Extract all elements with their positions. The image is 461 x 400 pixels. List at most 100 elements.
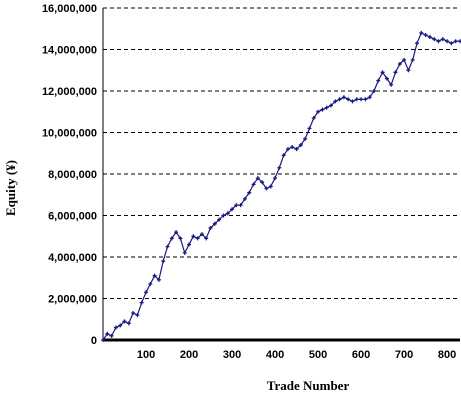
data-point xyxy=(324,105,329,110)
y-axis-title: Equity (¥) xyxy=(3,160,18,216)
data-point xyxy=(449,41,454,46)
data-point xyxy=(432,37,437,42)
data-point xyxy=(290,145,295,150)
data-point xyxy=(169,236,174,241)
data-point xyxy=(363,97,368,102)
data-point xyxy=(195,236,200,241)
x-tick-label: 500 xyxy=(309,349,327,361)
data-point xyxy=(273,176,278,181)
data-point xyxy=(148,281,153,286)
data-point xyxy=(384,76,389,81)
data-point xyxy=(161,259,166,264)
data-point xyxy=(376,78,381,83)
data-point xyxy=(221,213,226,218)
x-tick-label: 300 xyxy=(223,349,241,361)
data-point xyxy=(333,99,338,104)
data-point xyxy=(217,217,222,222)
data-point xyxy=(118,323,123,328)
data-point xyxy=(346,97,351,102)
data-point xyxy=(212,221,217,226)
data-point xyxy=(174,230,179,235)
data-point xyxy=(156,277,161,282)
data-point xyxy=(135,313,140,318)
equity-series xyxy=(101,30,461,342)
data-point xyxy=(178,236,183,241)
x-tick-label: 100 xyxy=(137,349,155,361)
data-point xyxy=(350,99,355,104)
y-tick-label: 4,000,000 xyxy=(48,252,97,264)
x-axis-ticks: 100 200 300 400 500 600 700 800 xyxy=(137,349,456,361)
data-point xyxy=(281,153,286,158)
y-tick-label: 6,000,000 xyxy=(48,211,97,223)
data-point xyxy=(199,232,204,237)
data-point xyxy=(341,95,346,100)
data-point xyxy=(277,165,282,170)
data-point xyxy=(337,97,342,102)
data-point xyxy=(144,290,149,295)
data-point xyxy=(294,147,299,152)
data-point xyxy=(260,180,265,185)
data-point xyxy=(406,68,411,73)
data-point xyxy=(126,321,131,326)
data-point xyxy=(397,62,402,67)
data-point xyxy=(251,182,256,187)
x-tick-label: 800 xyxy=(438,349,456,361)
x-tick-label: 200 xyxy=(180,349,198,361)
x-tick-label: 700 xyxy=(395,349,413,361)
data-point xyxy=(105,331,110,336)
data-point xyxy=(380,70,385,75)
data-point xyxy=(402,57,407,62)
data-point xyxy=(410,57,415,62)
data-point xyxy=(208,225,213,230)
data-point xyxy=(298,142,303,147)
data-point xyxy=(303,136,308,141)
x-tick-label: 400 xyxy=(266,349,284,361)
data-point xyxy=(230,207,235,212)
data-point xyxy=(285,147,290,152)
x-tick-label: 600 xyxy=(352,349,370,361)
grid-lines xyxy=(103,7,460,299)
equity-line xyxy=(102,32,460,341)
data-point xyxy=(440,37,445,42)
y-tick-label: 8,000,000 xyxy=(48,169,97,181)
data-point xyxy=(225,211,230,216)
data-point xyxy=(204,236,209,241)
data-point xyxy=(359,97,364,102)
data-point xyxy=(242,196,247,201)
data-point xyxy=(264,186,269,191)
data-point xyxy=(367,95,372,100)
data-point xyxy=(182,250,187,255)
data-point xyxy=(414,41,419,46)
data-point xyxy=(453,39,458,44)
data-point xyxy=(122,319,127,324)
data-point xyxy=(139,300,144,305)
y-tick-label: 2,000,000 xyxy=(48,294,97,306)
data-point xyxy=(389,82,394,87)
data-point xyxy=(354,97,359,102)
data-point xyxy=(109,333,114,338)
data-point xyxy=(268,184,273,189)
y-tick-label: 16,000,000 xyxy=(42,3,97,15)
y-tick-label: 10,000,000 xyxy=(42,128,97,140)
data-point xyxy=(320,107,325,112)
data-point xyxy=(131,311,136,316)
data-point xyxy=(165,244,170,249)
data-point xyxy=(191,234,196,239)
data-point xyxy=(445,39,450,44)
data-point xyxy=(247,190,252,195)
y-tick-label: 0 xyxy=(91,335,97,347)
data-point xyxy=(316,109,321,114)
y-tick-label: 12,000,000 xyxy=(42,86,97,98)
y-axis-ticks: 0 2,000,000 4,000,000 6,000,000 8,000,000 10,… xyxy=(42,3,97,347)
y-tick-label: 14,000,000 xyxy=(42,45,97,57)
data-point xyxy=(328,103,333,108)
data-point xyxy=(101,338,105,342)
data-point xyxy=(419,30,424,35)
data-point xyxy=(436,39,441,44)
data-point xyxy=(423,32,428,37)
data-point xyxy=(113,325,118,330)
data-point xyxy=(458,39,461,44)
data-point xyxy=(393,70,398,75)
data-point xyxy=(307,126,312,131)
